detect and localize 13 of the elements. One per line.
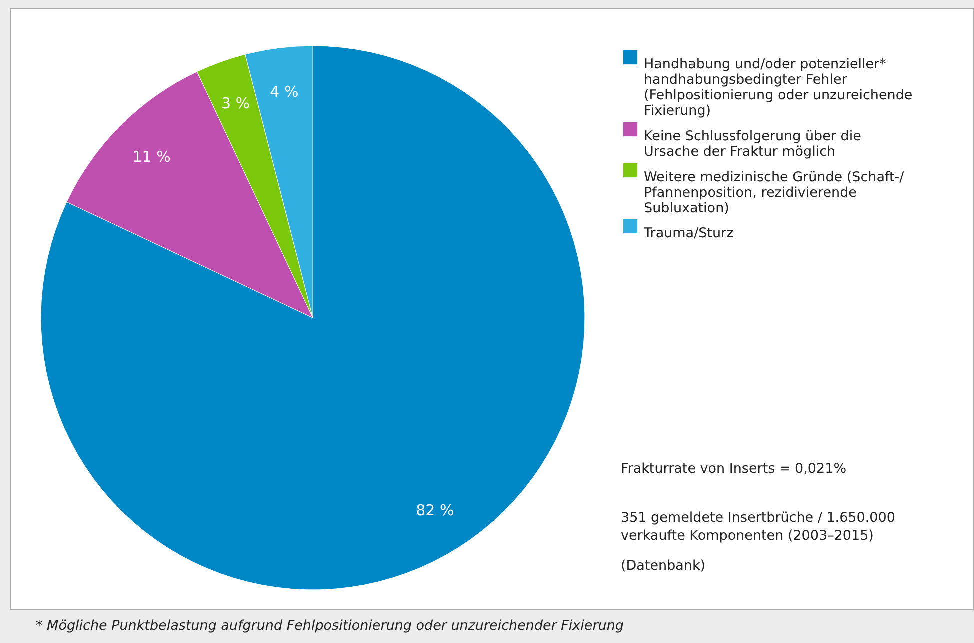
pie-slice [41, 46, 586, 590]
data-label: 82 % [416, 502, 454, 520]
legend-label: Trauma/Sturz [643, 226, 734, 242]
data-label: 4 % [270, 82, 299, 101]
data-label: 11 % [132, 148, 171, 166]
text: * Mögliche Punktbelastung aufgrund Fehlpositionierung oder unzureichender Fixierung [36, 617, 625, 635]
legend-label: Weitere medizinische Gründe (Schaft-/ Pfannenposition, rezidivierende Subluxation) [644, 170, 905, 216]
legend-label: Keine Schlussfolgerung über die Ursache der Fraktur möglich [644, 128, 862, 160]
data-label: 3 % [221, 94, 250, 112]
text: 351 gemeldete Insertbrüche / 1.650.000 verkaufte Komponenten (2003–2015) [621, 509, 896, 545]
text: Frakturrate von Inserts = 0,021% [621, 460, 848, 478]
text: (Datenbank) [621, 557, 707, 575]
legend-label: Handhabung und/oder potenzieller* handhabungsbedingter Fehler (Fehlpositionierung oder unzureichende Fixierung) [644, 56, 913, 119]
